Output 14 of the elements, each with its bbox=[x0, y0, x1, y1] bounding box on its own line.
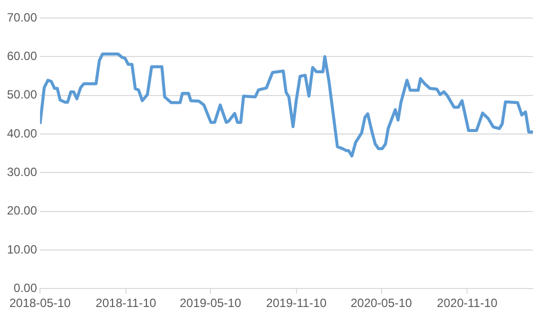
y-tick-label: 30.00 bbox=[7, 164, 38, 179]
x-tick-label: 2020-05-10 bbox=[350, 296, 412, 310]
x-tick-label: 2019-05-10 bbox=[180, 296, 242, 310]
x-tick-label: 2018-11-10 bbox=[96, 296, 156, 310]
y-tick-label: 40.00 bbox=[7, 126, 38, 140]
y-tick-label: 60.00 bbox=[7, 48, 38, 63]
y-tick-label: 50.00 bbox=[7, 88, 38, 102]
y-tick-label: 10.00 bbox=[7, 242, 38, 256]
x-tick-label: 2019-11-10 bbox=[266, 296, 327, 310]
x-tick-label: 2020-11-10 bbox=[436, 296, 498, 310]
y-tick-label: 70.00 bbox=[7, 10, 38, 24]
y-tick-label: 0.00 bbox=[14, 280, 38, 295]
x-tick-label: 2018-05-10 bbox=[9, 296, 72, 310]
y-tick-label: 20.00 bbox=[7, 204, 38, 218]
